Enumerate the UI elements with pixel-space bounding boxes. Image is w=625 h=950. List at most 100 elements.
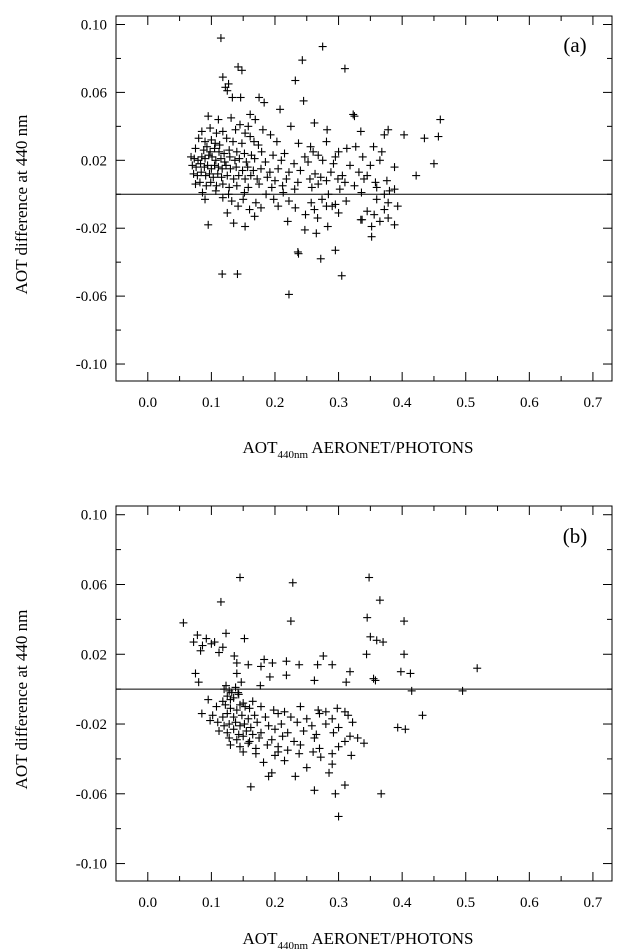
data-point (350, 181, 359, 190)
x-tick-label: 0.2 (266, 895, 285, 911)
data-point (382, 176, 391, 185)
y-tick-label: 0.10 (81, 508, 107, 524)
data-point (290, 185, 299, 194)
data-point (246, 132, 255, 141)
data-point (258, 125, 267, 134)
data-point (367, 222, 376, 231)
data-point (233, 270, 242, 279)
data-point (234, 202, 243, 211)
data-point (351, 142, 360, 151)
data-point (357, 188, 366, 197)
data-point (198, 641, 207, 650)
data-point (362, 650, 371, 659)
data-point (340, 64, 349, 73)
data-point (212, 702, 221, 711)
data-point (318, 156, 327, 165)
data-point (350, 112, 359, 121)
x-tick-label: 0.6 (520, 395, 539, 411)
data-point (349, 110, 358, 119)
data-point (342, 197, 351, 206)
data-point (309, 147, 318, 156)
data-point (268, 658, 277, 667)
data-point (195, 178, 204, 187)
data-point (325, 768, 334, 777)
data-point (242, 158, 251, 166)
data-point (223, 86, 232, 95)
data-point (232, 163, 241, 172)
data-point (372, 636, 381, 645)
y-tick-label: -0.06 (76, 787, 108, 803)
data-point (253, 174, 262, 183)
y-axis-title: AOT difference at 440 nm (12, 115, 31, 295)
data-point (201, 195, 210, 204)
data-point (226, 740, 235, 749)
data-point (223, 171, 232, 180)
data-point (226, 695, 235, 704)
data-point (344, 711, 353, 720)
data-point (234, 62, 243, 71)
x-axis-title-subscript: 440nm (277, 940, 308, 950)
data-point (244, 660, 253, 669)
data-point (309, 747, 318, 756)
data-point (274, 747, 283, 756)
data-point (256, 662, 265, 671)
data-point (284, 290, 293, 299)
data-point (242, 727, 251, 735)
data-point (348, 718, 357, 727)
data-point (293, 718, 302, 727)
data-point (269, 151, 278, 160)
data-point (400, 617, 409, 626)
data-point (436, 115, 445, 124)
data-point (334, 812, 343, 821)
data-point (262, 190, 271, 199)
data-point (218, 193, 227, 202)
data-point (222, 629, 231, 638)
data-point (267, 183, 276, 192)
data-point (333, 174, 342, 183)
data-point (302, 763, 311, 772)
x-tick-label: 0.7 (584, 395, 603, 411)
data-point (241, 222, 250, 231)
data-point (280, 707, 289, 716)
data-point (328, 660, 337, 669)
data-point (333, 704, 342, 713)
data-point (346, 732, 355, 741)
data-point (193, 171, 202, 180)
data-point (280, 149, 289, 158)
data-point (305, 174, 314, 183)
data-point (274, 202, 283, 211)
data-point (236, 93, 245, 102)
data-point (337, 271, 346, 280)
data-point (221, 700, 230, 709)
data-point (260, 98, 269, 107)
data-point (328, 760, 337, 769)
data-point (220, 685, 229, 694)
data-point (249, 166, 258, 175)
data-point (190, 154, 199, 163)
data-point (210, 144, 219, 153)
data-point (342, 144, 351, 153)
x-tick-label: 0.4 (393, 395, 412, 411)
data-point (197, 127, 206, 136)
data-point (412, 171, 421, 180)
data-point (246, 110, 255, 119)
data-point (243, 163, 252, 172)
data-point (236, 721, 244, 730)
panel-label: (a) (563, 33, 586, 57)
data-point (232, 669, 241, 678)
data-point (363, 207, 372, 216)
data-point (346, 161, 355, 170)
data-point (179, 618, 188, 627)
data-point (418, 711, 427, 720)
data-point (198, 188, 207, 197)
data-point (228, 93, 237, 102)
data-point (231, 683, 240, 692)
data-point (328, 202, 337, 211)
data-point (256, 728, 265, 737)
data-point (236, 700, 244, 709)
data-point (245, 205, 254, 214)
y-tick-label: -0.02 (76, 717, 107, 733)
data-point (263, 740, 272, 749)
data-point (291, 203, 300, 212)
